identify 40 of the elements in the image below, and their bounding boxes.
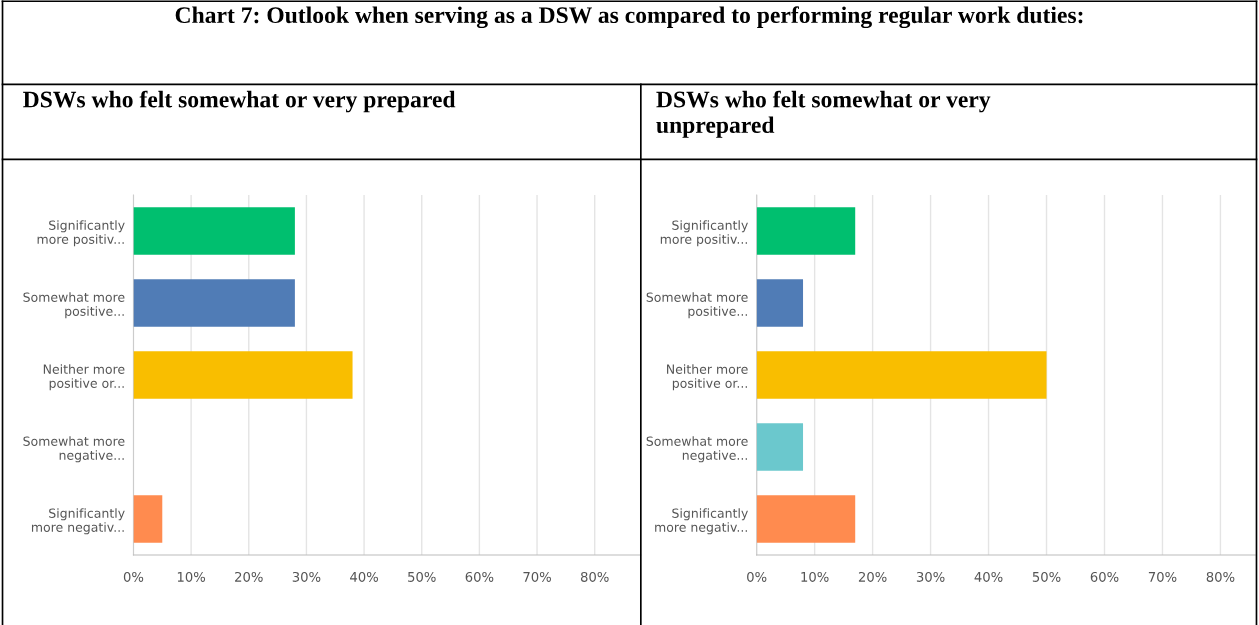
bar: [756, 207, 856, 255]
bar: [756, 495, 856, 543]
y-tick-label: Somewhat more positive...: [646, 292, 748, 319]
x-tick-label: 20%: [235, 571, 263, 582]
x-tick-label: 80%: [1206, 571, 1235, 582]
x-tick-label: 30%: [292, 571, 321, 582]
x-tick-label: 40%: [350, 571, 379, 582]
bar: [133, 495, 163, 543]
x-tick-label: 0%: [123, 571, 144, 582]
y-tick-label: Significantly more negativ...: [31, 508, 125, 535]
chart-title: DSWs who felt somewhat or very prepared: [23, 90, 456, 113]
bar: [756, 279, 804, 327]
x-tick-label: 10%: [177, 571, 206, 582]
x-tick-label: 80%: [580, 571, 609, 582]
x-tick-label: 70%: [1148, 571, 1177, 582]
x-tick-label: 50%: [408, 571, 436, 582]
bar: [133, 207, 295, 255]
y-tick-label: Significantly more negativ...: [655, 508, 748, 535]
bar: [756, 351, 1047, 399]
x-tick-label: 40%: [974, 571, 1003, 582]
caption: Chart 7: Outlook when serving as a DSW as compared to performing regular work duties:: [175, 6, 1083, 29]
y-tick-label: Somewhat more negative...: [23, 436, 125, 463]
x-tick-label: 20%: [858, 571, 887, 582]
y-tick-label: Neither more positive or...: [667, 364, 748, 391]
bar: [133, 279, 295, 327]
x-tick-label: 60%: [1090, 571, 1119, 582]
y-tick-label: Significantly more positiv...: [660, 220, 748, 247]
bar: [756, 423, 804, 471]
x-tick-label: 50%: [1032, 571, 1061, 582]
x-tick-label: 70%: [523, 571, 551, 582]
x-tick-label: 0%: [747, 571, 767, 582]
y-tick-label: Somewhat more negative...: [646, 436, 748, 463]
y-tick-label: Somewhat more positive...: [23, 292, 125, 319]
y-tick-label: Significantly more positiv...: [37, 220, 125, 247]
x-tick-label: 60%: [465, 571, 494, 582]
bar: [133, 351, 353, 399]
y-tick-label: Neither more positive or...: [43, 364, 125, 391]
chart-title: DSWs who felt somewhat or very unprepared: [656, 90, 991, 138]
x-tick-label: 30%: [916, 571, 945, 582]
x-tick-label: 10%: [801, 571, 829, 582]
